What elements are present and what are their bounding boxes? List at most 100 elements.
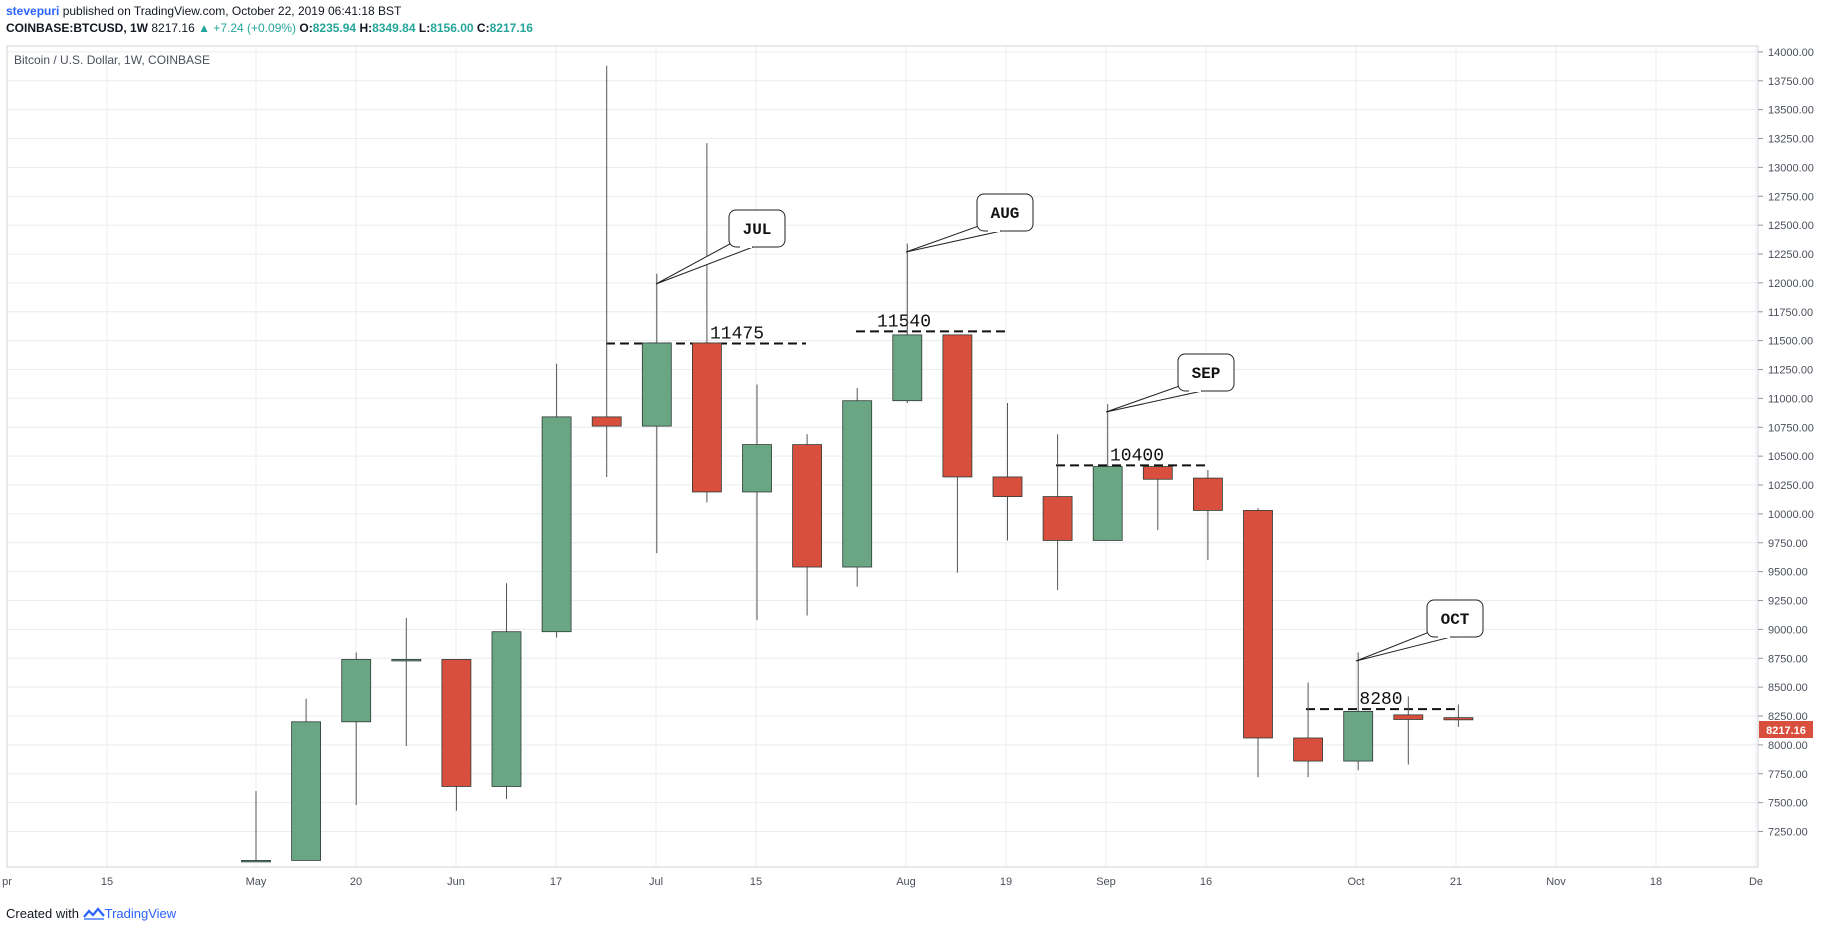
candle <box>692 143 722 503</box>
time-tick-label: 19 <box>1000 876 1012 888</box>
candle-body-down <box>1142 466 1173 480</box>
callout-joint <box>1438 634 1450 638</box>
price-tick-label: 12000.00 <box>1768 278 1814 290</box>
price-tick-label: 10500.00 <box>1768 451 1814 463</box>
time-tick-label: Jul <box>649 876 663 888</box>
candle <box>1193 470 1223 561</box>
publish-info: published on TradingView.com, October 22… <box>59 4 402 18</box>
footer: Created with TradingView <box>6 906 176 921</box>
candles <box>241 65 1474 863</box>
candle <box>992 403 1023 541</box>
open-value: 8235.94 <box>312 21 357 35</box>
price-tick-label: 10750.00 <box>1768 422 1814 434</box>
callout-box <box>976 193 1034 232</box>
price-tick-label: 8250.00 <box>1768 711 1808 723</box>
price-badge-bg <box>1759 721 1813 738</box>
candle-body-up <box>541 416 572 633</box>
candle <box>892 243 923 404</box>
time-tick-label: 15 <box>101 876 113 888</box>
candle <box>591 65 622 477</box>
candle-body-up <box>241 860 271 863</box>
price-tick-label: 13250.00 <box>1768 134 1814 146</box>
resistance-label: 11475 <box>710 325 764 345</box>
time-axis[interactable]: pr 15 May 20 Jun 17 Jul 15 Aug 19 Sep 16 Oct 21 Nov 18 D… <box>2 866 1763 888</box>
price-tick-label: 11250.00 <box>1768 365 1813 377</box>
candle <box>1092 404 1123 541</box>
time-tick-label: Aug <box>896 876 916 888</box>
created-with-label: Created with <box>6 906 79 921</box>
candle-body-up <box>1092 466 1123 541</box>
candle-body-down <box>591 416 622 427</box>
low-label: L: <box>418 21 431 35</box>
tradingview-logo-icon <box>82 907 105 920</box>
price-tick-label: 8750.00 <box>1768 653 1808 665</box>
price-tick-label: 8500.00 <box>1768 682 1808 694</box>
price-tick-label: 9750.00 <box>1768 538 1808 550</box>
candle-body-up <box>1343 711 1374 762</box>
candle <box>541 363 572 638</box>
ohlc-legend: COINBASE:BTCUSD, 1W 8217.16 ▲ +7.24 (+0.… <box>6 21 533 35</box>
candle <box>1443 704 1474 727</box>
candle-body-up <box>341 659 372 723</box>
callouts: JUL AUG SEP OCT <box>655 193 1484 662</box>
author-name[interactable]: stevepuri <box>6 4 60 18</box>
callout-label: JUL <box>743 221 772 239</box>
callout-joint <box>740 244 752 248</box>
price-tick-label: 10000.00 <box>1768 509 1814 521</box>
candle <box>391 617 422 747</box>
candle-body-down <box>1443 717 1474 721</box>
callout[interactable]: SEP <box>1105 353 1235 413</box>
price-axis[interactable]: 7250.00 7500.00 7750.00 8000.00 8250.00 8500.… <box>1757 46 1814 867</box>
time-tick-label: Sep <box>1096 876 1116 888</box>
price-tick-label: 7250.00 <box>1768 827 1808 839</box>
price-tick-label: 9000.00 <box>1768 624 1808 636</box>
tradingview-link[interactable]: TradingView <box>104 906 177 921</box>
time-tick-label: 17 <box>550 876 562 888</box>
candle-body-down <box>992 476 1023 497</box>
time-tick-label: Nov <box>1546 876 1566 888</box>
chart-title: Bitcoin / U.S. Dollar, 1W, COINBASE <box>14 53 210 67</box>
candle <box>441 659 472 811</box>
time-tick-label: pr <box>2 876 12 888</box>
callout[interactable]: OCT <box>1355 599 1484 662</box>
time-tick-label: Jun <box>447 876 465 888</box>
price-tick-label: 14000.00 <box>1768 47 1814 59</box>
time-tick-label: 20 <box>350 876 362 888</box>
symbol-label: COINBASE:BTCUSD, 1W <box>6 21 149 35</box>
price-tick-label: 7500.00 <box>1768 798 1808 810</box>
candle <box>1243 508 1273 778</box>
candle <box>1393 696 1424 765</box>
candle-body-up <box>491 631 522 787</box>
price-tick-label: 11750.00 <box>1768 307 1813 319</box>
price-tick-label: 11000.00 <box>1768 393 1813 405</box>
candle <box>1142 466 1173 531</box>
price-tick-label: 12250.00 <box>1768 249 1814 261</box>
callout-label: SEP <box>1192 365 1221 383</box>
candle <box>341 652 372 805</box>
candle-body-up <box>842 400 873 568</box>
price-tick-label: 13750.00 <box>1768 76 1814 88</box>
candle <box>1293 682 1323 778</box>
callout-box <box>1177 353 1235 392</box>
candle <box>742 384 772 621</box>
price-tick-label: 13000.00 <box>1768 162 1814 174</box>
chart-grid <box>6 46 1758 867</box>
callout-box <box>728 209 786 248</box>
candle-body-down <box>1243 510 1273 739</box>
candle <box>291 698 322 861</box>
high-value: 8349.84 <box>372 21 416 35</box>
callout[interactable]: JUL <box>655 209 786 285</box>
candle-body-up <box>641 342 672 427</box>
resistance-levels: 11475 11540 10400 8280 <box>606 312 1456 711</box>
price-change: ▲ +7.24 (+0.09%) <box>198 21 297 35</box>
price-tick-label: 9250.00 <box>1768 596 1808 608</box>
candle <box>792 434 822 616</box>
candle-body-down <box>792 444 822 568</box>
time-tick-label: 16 <box>1200 876 1212 888</box>
callout[interactable]: AUG <box>905 193 1034 253</box>
candle <box>1343 652 1374 771</box>
callout-joint <box>988 228 1000 232</box>
resistance-label: 11540 <box>877 312 931 332</box>
candle-body-up <box>391 659 422 662</box>
